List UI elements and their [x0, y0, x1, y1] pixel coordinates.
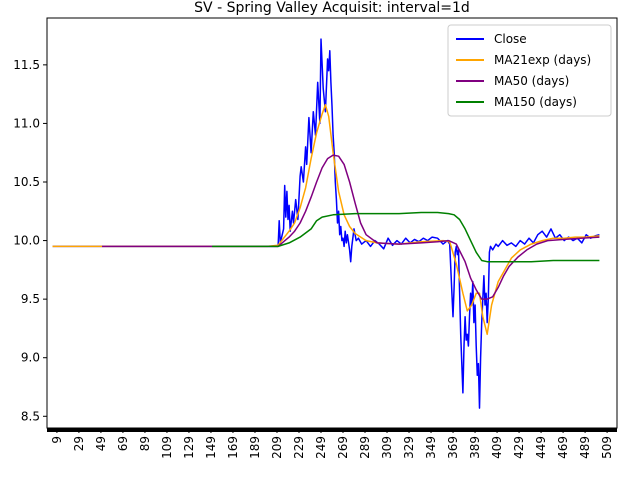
x-axis: 9 29 49 69 89 109 129 149 169 189 209 229 249 269 289 3…: [47, 428, 617, 459]
legend: Close MA21exp (days) MA50 (days) MA150 (day…: [447, 24, 612, 117]
x-tick-label: 429: [512, 436, 526, 459]
x-tick-label: 9: [50, 436, 64, 444]
x-tick-label: 329: [402, 436, 416, 459]
x-tick-label: 269: [336, 436, 350, 459]
x-tick-label: 489: [578, 436, 592, 459]
y-tick-label: 9.5: [21, 292, 40, 306]
y-tick-label: 9.0: [21, 351, 40, 365]
x-tick-label: 469: [556, 436, 570, 459]
legend-label: MA150 (days): [494, 95, 577, 109]
legend-box: [447, 24, 612, 117]
series-line-3: [212, 211, 600, 263]
legend-label: Close: [494, 32, 527, 46]
legend-label: MA50 (days): [494, 74, 569, 88]
x-tick-label: 149: [204, 436, 218, 459]
x-tick-label: 109: [160, 436, 174, 459]
y-tick-label: 10.5: [13, 175, 40, 189]
x-tick-label: 129: [182, 436, 196, 459]
x-tick-label: 389: [468, 436, 482, 459]
x-tick-label: 349: [424, 436, 438, 459]
x-tick-label: 229: [292, 436, 306, 459]
x-tick-label: 49: [94, 436, 108, 451]
x-tick-label: 369: [446, 436, 460, 459]
x-tick-label: 309: [380, 436, 394, 459]
series-line-1: [52, 103, 600, 336]
x-tick-label: 509: [600, 436, 614, 459]
legend-label: MA21exp (days): [494, 53, 591, 67]
x-tick-label: 209: [270, 436, 284, 459]
x-tick-label: 69: [116, 436, 130, 451]
x-tick-label: 89: [138, 436, 152, 451]
y-tick-label: 11.5: [13, 58, 40, 72]
x-tick-label: 169: [226, 436, 240, 459]
x-tick-label: 249: [314, 436, 328, 459]
x-tick-label: 29: [72, 436, 86, 451]
x-tick-band: [47, 428, 617, 432]
x-tick-label: 409: [490, 436, 504, 459]
x-tick-label: 449: [534, 436, 548, 459]
series-line-2: [102, 154, 600, 300]
chart-title: SV - Spring Valley Acquisit: interval=1d: [194, 0, 470, 16]
y-tick-label: 11.0: [13, 116, 40, 130]
x-tick-label: 189: [248, 436, 262, 459]
y-tick-label: 10.0: [13, 234, 40, 248]
x-tick-label: 289: [358, 436, 372, 459]
y-axis: 8.5 9.0 9.5 10.0 10.5 11.0 11.5: [13, 58, 47, 423]
series-layer: [52, 38, 600, 409]
y-tick-label: 8.5: [21, 409, 40, 423]
